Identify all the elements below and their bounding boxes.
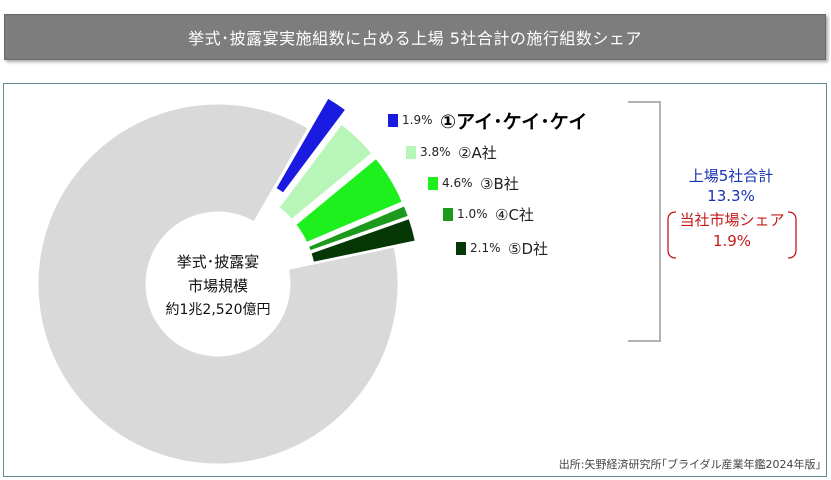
slice-company-2: [278, 123, 373, 221]
source-note: 出所:矢野経済研究所｢ブライダル産業年鑑2024年版｣: [558, 458, 821, 471]
legend-item-2: 3.8% ②A社: [406, 142, 497, 162]
company-share-value: 1.9%: [712, 232, 752, 250]
center-line-2: 市場規模: [187, 277, 248, 295]
legend-label: ④C社: [495, 205, 534, 224]
center-line-1: 挙式･披露宴: [176, 253, 260, 271]
slice-company-5: [310, 218, 416, 263]
group-total: 上場5社合計 13.3%: [664, 166, 798, 206]
legend-value: 4.6%: [442, 176, 473, 190]
legend-swatch: [388, 113, 398, 127]
group-bracket: [628, 101, 661, 342]
legend-swatch: [443, 207, 453, 221]
legend-value: 2.1%: [470, 241, 501, 255]
group-total-label: 上場5社合計: [688, 167, 774, 185]
legend-value: 1.0%: [457, 207, 488, 221]
legend-item-5: 2.1% ⑤D社: [456, 238, 548, 258]
legend-swatch: [456, 241, 466, 255]
center-label: 挙式･披露宴 市場規模 約1兆2,520億円: [148, 250, 288, 322]
legend-item-1: 1.9% ①アイ･ケイ･ケイ: [388, 110, 587, 133]
slice-other: [37, 103, 399, 465]
slice-company-1: [275, 97, 347, 194]
legend-value: 3.8%: [420, 145, 451, 159]
center-amount: 約1兆2,520億円: [165, 302, 271, 318]
legend-label: ①アイ･ケイ･ケイ: [440, 110, 588, 133]
legend-label: ③B社: [480, 174, 519, 193]
legend-item-4: 1.0% ④C社: [443, 204, 534, 224]
legend-swatch: [406, 145, 416, 159]
slice-company-4: [307, 205, 409, 252]
company-share-label: 当社市場シェア: [679, 211, 785, 229]
donut-slices: [37, 97, 416, 465]
legend-swatch: [428, 176, 438, 190]
share-bracket-right: [787, 211, 797, 259]
legend-value: 1.9%: [402, 113, 433, 127]
company-share: 当社市場シェア 1.9%: [668, 210, 796, 260]
legend-label: ②A社: [458, 143, 497, 162]
share-bracket-left: [667, 211, 677, 259]
legend-label: ⑤D社: [508, 239, 548, 258]
chart-title: 挙式･披露宴実施組数に占める上場 5社合計の施行組数シェア: [4, 14, 826, 60]
group-total-value: 13.3%: [707, 187, 755, 205]
legend-item-3: 4.6% ③B社: [428, 173, 519, 193]
slice-company-3: [295, 157, 403, 244]
